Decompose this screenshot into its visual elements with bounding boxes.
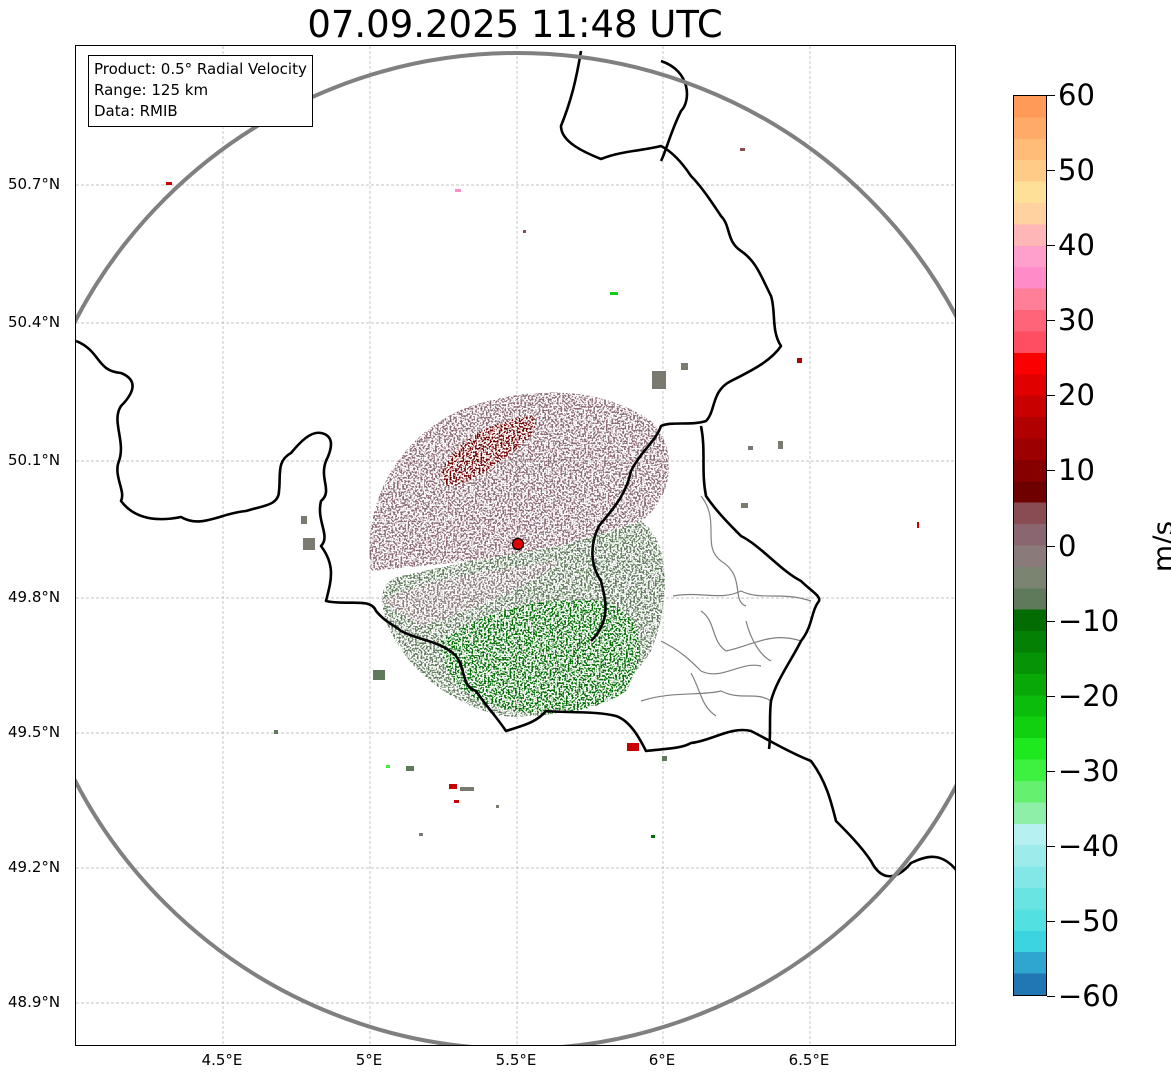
colorbar-tick xyxy=(1047,170,1055,171)
colorbar-tick xyxy=(1047,95,1055,96)
colorbar-tick xyxy=(1047,621,1055,622)
echo-transition xyxy=(381,561,561,626)
range-ring xyxy=(76,51,955,1045)
product-label: Product: 0.5° Radial Velocity xyxy=(94,60,307,78)
velocity-colorbar xyxy=(1013,95,1047,996)
colorbar-tick xyxy=(1047,546,1055,547)
colorbar-tick-label: −20 xyxy=(1058,679,1120,713)
colorbar-tick-label: 0 xyxy=(1058,529,1077,563)
colorbar-tick-label: 10 xyxy=(1058,453,1095,487)
lon-tick-label: 5.5°E xyxy=(495,1051,537,1069)
colorbar-unit-label: m/s xyxy=(1146,520,1171,573)
lat-tick-label: 50.7°N xyxy=(8,175,61,193)
map-canvas xyxy=(76,46,955,1045)
colorbar-tick xyxy=(1047,470,1055,471)
lat-tick-label: 50.4°N xyxy=(8,313,61,331)
colorbar-tick xyxy=(1047,771,1055,772)
velocity-echo xyxy=(369,392,670,717)
colorbar-tick xyxy=(1047,395,1055,396)
echo-outbound xyxy=(369,392,670,571)
lat-tick-label: 49.5°N xyxy=(8,723,61,741)
colorbar-tick xyxy=(1047,921,1055,922)
colorbar-tick-label: −50 xyxy=(1058,904,1120,938)
lat-tick-label: 48.9°N xyxy=(8,993,61,1011)
range-label: Range: 125 km xyxy=(94,81,209,99)
lat-tick-label: 49.2°N xyxy=(8,858,61,876)
colorbar-tick xyxy=(1047,320,1055,321)
data-source-label: Data: RMIB xyxy=(94,102,178,120)
echo-strong-outbound xyxy=(441,416,536,486)
isolated-echoes xyxy=(166,148,919,838)
colorbar-tick-label: −60 xyxy=(1058,979,1120,1013)
colorbar-tick-label: 30 xyxy=(1058,303,1095,337)
lat-tick-label: 49.8°N xyxy=(8,588,61,606)
colorbar-tick-label: −40 xyxy=(1058,829,1120,863)
radar-map[interactable] xyxy=(75,45,956,1046)
lon-tick-label: 6.5°E xyxy=(788,1051,830,1069)
colorbar-tick xyxy=(1047,696,1055,697)
colorbar-tick xyxy=(1047,996,1055,997)
colorbar-tick xyxy=(1047,245,1055,246)
admin-boundaries xyxy=(640,495,812,717)
echo-strong-inbound xyxy=(441,600,640,714)
product-info-box: Product: 0.5° Radial Velocity Range: 125… xyxy=(88,55,313,127)
country-borders xyxy=(76,50,955,878)
colorbar-tick-label: 40 xyxy=(1058,228,1095,262)
lon-tick-label: 6°E xyxy=(648,1051,676,1069)
colorbar-tick-label: −10 xyxy=(1058,604,1120,638)
colorbar-tick xyxy=(1047,846,1055,847)
colorbar-tick-label: −30 xyxy=(1058,754,1120,788)
colorbar-tick-label: 20 xyxy=(1058,378,1095,412)
colorbar-tick-label: 60 xyxy=(1058,78,1095,112)
colorbar-tick-label: 50 xyxy=(1058,153,1095,187)
lon-tick-label: 4.5°E xyxy=(201,1051,243,1069)
map-title: 07.09.2025 11:48 UTC xyxy=(307,3,723,46)
radar-site-marker xyxy=(511,537,525,551)
lon-tick-label: 5°E xyxy=(355,1051,383,1069)
lat-tick-label: 50.1°N xyxy=(8,451,61,469)
